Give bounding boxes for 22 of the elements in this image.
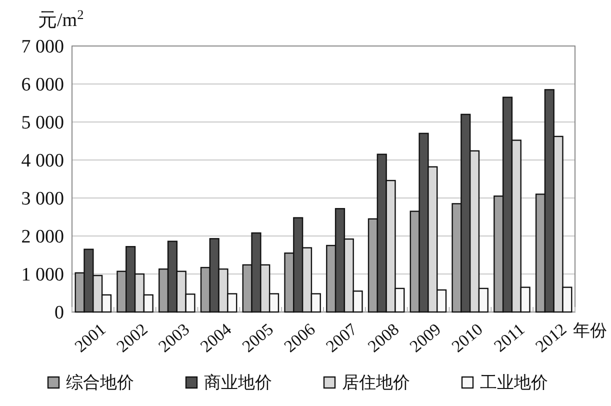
y-tick-label: 4 000 [21, 150, 64, 172]
x-tick-label: 2001 [71, 320, 110, 356]
x-tick-label: 2011 [490, 320, 528, 356]
x-tick-label: 2009 [406, 320, 444, 356]
y-tick-label: 7 000 [21, 36, 64, 58]
legend-label: 工业地价 [480, 373, 548, 392]
y-axis-title: 元/m$^{2}$ [38, 6, 84, 31]
legend-label: 居住地价 [342, 373, 410, 392]
x-tick-label: 2003 [154, 320, 194, 356]
x-tick-label: 2002 [112, 320, 152, 356]
y-tick-label: 3 000 [21, 188, 64, 210]
x-tick-label: 2008 [364, 320, 403, 356]
y-tick-label: 1 000 [21, 264, 64, 286]
x-axis-title: 年份 [573, 321, 607, 340]
legend-label: 综合地价 [66, 373, 134, 392]
y-tick-label: 6 000 [21, 74, 64, 96]
x-tick-label: 2010 [448, 320, 486, 356]
y-tick-label: 2 000 [21, 226, 64, 248]
y-tick-label: 0 [54, 302, 64, 324]
y-tick-label: 5 000 [21, 112, 64, 134]
x-tick-label: 2012 [532, 320, 570, 356]
legend-label: 商业地价 [204, 373, 272, 392]
